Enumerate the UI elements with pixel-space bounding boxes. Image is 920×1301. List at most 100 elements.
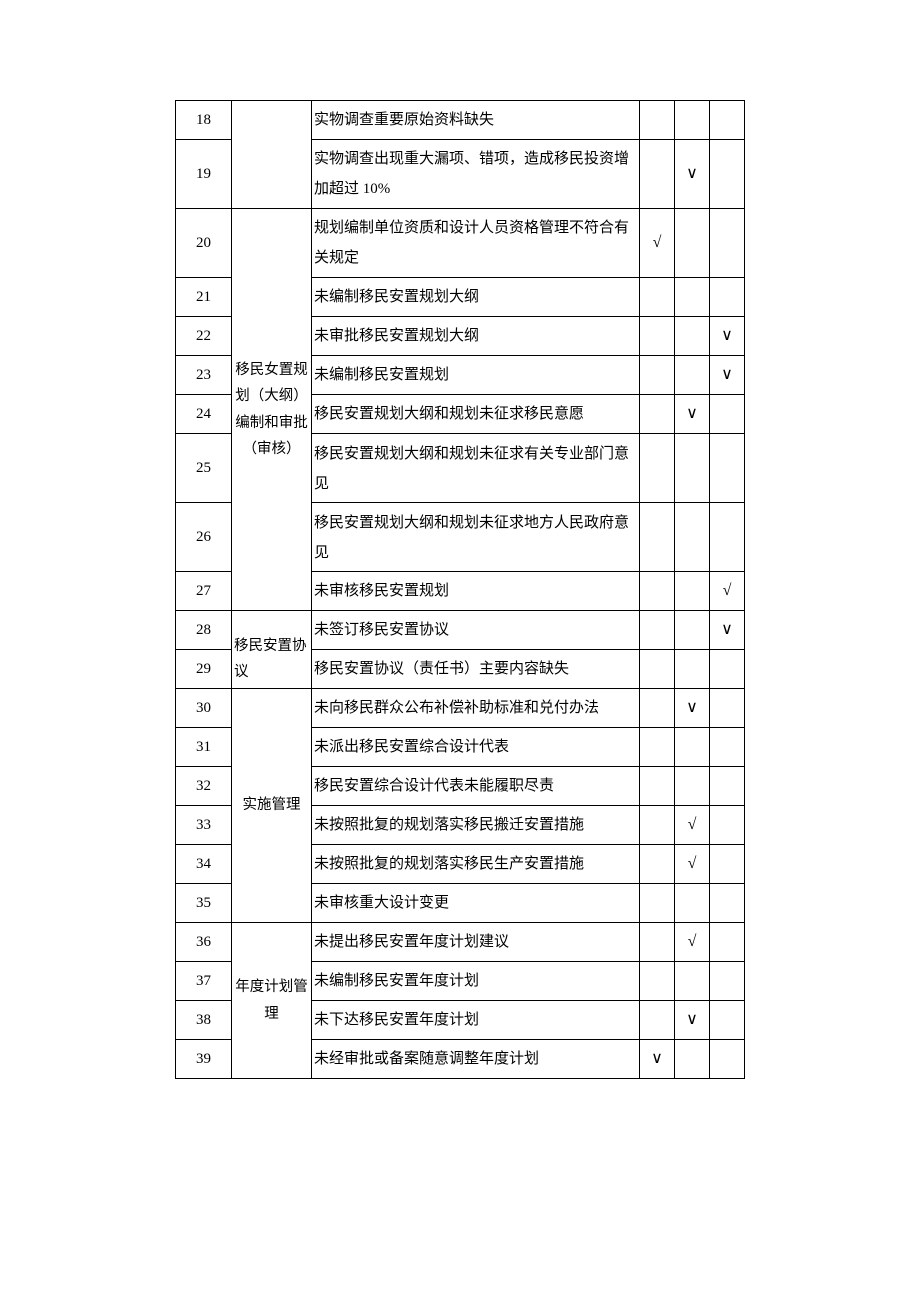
mark-col-1 xyxy=(640,356,675,395)
row-number: 34 xyxy=(176,845,232,884)
row-number: 22 xyxy=(176,317,232,356)
row-description: 未经审批或备案随意调整年度计划 xyxy=(312,1040,640,1079)
mark-col-1 xyxy=(640,503,675,572)
mark-col-1 xyxy=(640,1001,675,1040)
row-description: 未编制移民安置年度计划 xyxy=(312,962,640,1001)
row-description: 未编制移民安置规划大纲 xyxy=(312,278,640,317)
mark-col-1 xyxy=(640,650,675,689)
mark-col-3 xyxy=(710,962,745,1001)
mark-col-2 xyxy=(675,1040,710,1079)
mark-col-2 xyxy=(675,650,710,689)
mark-col-1 xyxy=(640,806,675,845)
mark-col-3 xyxy=(710,1001,745,1040)
row-number: 27 xyxy=(176,572,232,611)
mark-col-2 xyxy=(675,572,710,611)
mark-col-2 xyxy=(675,356,710,395)
row-number: 30 xyxy=(176,689,232,728)
mark-col-1: ∨ xyxy=(640,1040,675,1079)
mark-col-2 xyxy=(675,317,710,356)
mark-col-2 xyxy=(675,209,710,278)
row-description: 未审核移民安置规划 xyxy=(312,572,640,611)
mark-col-1 xyxy=(640,140,675,209)
table-row: 20 移民女置规划（大纲）编制和审批（审核） 规划编制单位资质和设计人员资格管理… xyxy=(176,209,745,278)
row-description: 未编制移民安置规划 xyxy=(312,356,640,395)
row-number: 25 xyxy=(176,434,232,503)
mark-col-3 xyxy=(710,923,745,962)
row-description: 未派出移民安置综合设计代表 xyxy=(312,728,640,767)
category-cell: 移民女置规划（大纲）编制和审批（审核） xyxy=(232,209,312,611)
mark-col-3 xyxy=(710,503,745,572)
mark-col-1 xyxy=(640,278,675,317)
mark-col-3 xyxy=(710,650,745,689)
mark-col-1 xyxy=(640,572,675,611)
row-description: 实物调查出现重大漏项、错项，造成移民投资增加超过 10% xyxy=(312,140,640,209)
row-number: 28 xyxy=(176,611,232,650)
mark-col-3 xyxy=(710,728,745,767)
category-cell: 实施管理 xyxy=(232,689,312,923)
row-description: 移民安置综合设计代表未能履职尽责 xyxy=(312,767,640,806)
mark-col-3 xyxy=(710,1040,745,1079)
row-number: 37 xyxy=(176,962,232,1001)
row-description: 移民安置规划大纲和规划未征求地方人民政府意见 xyxy=(312,503,640,572)
mark-col-3: ∨ xyxy=(710,611,745,650)
mark-col-1 xyxy=(640,884,675,923)
row-description: 实物调查重要原始资料缺失 xyxy=(312,101,640,140)
mark-col-2: √ xyxy=(675,845,710,884)
table-row: 30 实施管理 未向移民群众公布补偿补助标准和兑付办法 ∨ xyxy=(176,689,745,728)
mark-col-3 xyxy=(710,767,745,806)
mark-col-3 xyxy=(710,806,745,845)
mark-col-1 xyxy=(640,101,675,140)
row-number: 29 xyxy=(176,650,232,689)
row-description: 未向移民群众公布补偿补助标准和兑付办法 xyxy=(312,689,640,728)
mark-col-1 xyxy=(640,962,675,1001)
row-number: 23 xyxy=(176,356,232,395)
mark-col-2: ∨ xyxy=(675,1001,710,1040)
mark-col-3 xyxy=(710,101,745,140)
row-number: 33 xyxy=(176,806,232,845)
mark-col-2: ∨ xyxy=(675,140,710,209)
row-number: 20 xyxy=(176,209,232,278)
mark-col-1 xyxy=(640,845,675,884)
row-number: 21 xyxy=(176,278,232,317)
row-description: 移民安置规划大纲和规划未征求移民意愿 xyxy=(312,395,640,434)
row-number: 26 xyxy=(176,503,232,572)
mark-col-3 xyxy=(710,278,745,317)
row-description: 规划编制单位资质和设计人员资格管理不符合有关规定 xyxy=(312,209,640,278)
row-number: 39 xyxy=(176,1040,232,1079)
mark-col-2: ∨ xyxy=(675,395,710,434)
mark-col-2 xyxy=(675,962,710,1001)
mark-col-1 xyxy=(640,317,675,356)
category-cell: 年度计划管理 xyxy=(232,923,312,1079)
row-number: 19 xyxy=(176,140,232,209)
mark-col-2: ∨ xyxy=(675,689,710,728)
mark-col-3 xyxy=(710,140,745,209)
document-page: 18 实物调查重要原始资料缺失 19 实物调查出现重大漏项、错项，造成移民投资增… xyxy=(0,0,920,1259)
row-number: 36 xyxy=(176,923,232,962)
mark-col-1 xyxy=(640,767,675,806)
mark-col-1 xyxy=(640,434,675,503)
mark-col-3 xyxy=(710,845,745,884)
category-cell xyxy=(232,101,312,209)
mark-col-2 xyxy=(675,884,710,923)
category-cell: 移民安置协议 xyxy=(232,611,312,689)
mark-col-1 xyxy=(640,395,675,434)
table-row: 28 移民安置协议 未签订移民安置协议 ∨ xyxy=(176,611,745,650)
mark-col-1: √ xyxy=(640,209,675,278)
mark-col-2 xyxy=(675,503,710,572)
row-description: 未按照批复的规划落实移民搬迁安置措施 xyxy=(312,806,640,845)
main-table: 18 实物调查重要原始资料缺失 19 实物调查出现重大漏项、错项，造成移民投资增… xyxy=(175,100,745,1079)
mark-col-1 xyxy=(640,923,675,962)
mark-col-2 xyxy=(675,767,710,806)
mark-col-3: ∨ xyxy=(710,356,745,395)
mark-col-1 xyxy=(640,611,675,650)
mark-col-2: √ xyxy=(675,806,710,845)
mark-col-3 xyxy=(710,434,745,503)
mark-col-1 xyxy=(640,689,675,728)
table-row: 36 年度计划管理 未提出移民安置年度计划建议 √ xyxy=(176,923,745,962)
row-description: 未审批移民安置规划大纲 xyxy=(312,317,640,356)
row-description: 移民安置规划大纲和规划未征求有关专业部门意见 xyxy=(312,434,640,503)
mark-col-2 xyxy=(675,101,710,140)
row-description: 未签订移民安置协议 xyxy=(312,611,640,650)
mark-col-2 xyxy=(675,728,710,767)
mark-col-1 xyxy=(640,728,675,767)
